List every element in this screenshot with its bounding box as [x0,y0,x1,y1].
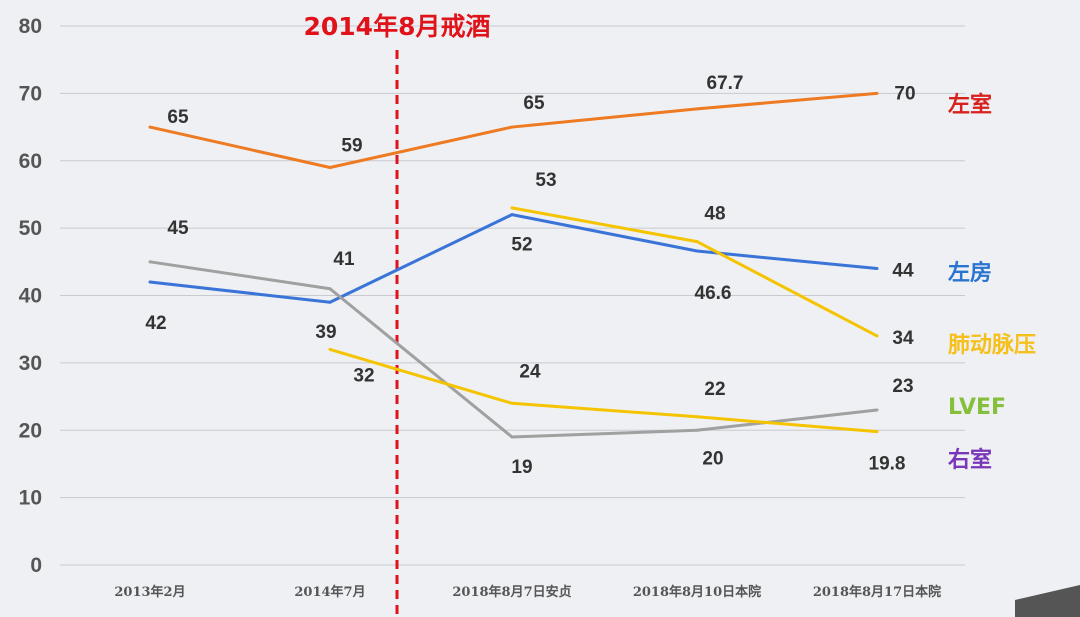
x-tick-label: 2014年7月 [294,584,365,600]
legend-entry: 左房 [948,260,992,286]
legend-entry: 左室 [948,92,992,118]
data-label: 65 [523,93,545,114]
data-label: 46.6 [695,283,732,304]
x-tick-label: 2013年2月 [114,584,185,600]
data-point [510,206,514,210]
corner-decoration [1015,585,1080,617]
data-point [510,213,514,217]
data-label: 59 [341,135,362,156]
data-point [510,401,514,405]
data-point [328,165,332,169]
y-tick-label: 10 [19,487,42,510]
data-label: 67.7 [707,73,744,94]
data-point [875,91,879,95]
data-point [148,260,152,264]
data-label: 42 [145,313,166,334]
data-label: 23 [892,376,913,397]
x-tick-label: 2018年8月10日本院 [633,584,761,600]
x-tick-label: 2018年8月17日本院 [813,584,941,600]
data-point [695,107,699,111]
y-tick-label: 0 [30,554,42,577]
y-tick-label: 50 [19,217,42,240]
series-line [511,206,878,338]
data-label: 39 [315,322,336,343]
legend-entry: 右室 [948,447,992,473]
y-tick-label: 30 [19,352,42,375]
data-point [695,415,699,419]
data-label: 19 [511,457,532,478]
data-label: 52 [511,235,532,256]
y-tick-label: 60 [19,150,42,173]
data-label: 53 [535,170,556,191]
data-point [875,408,879,412]
data-label: 48 [704,204,725,225]
data-point [328,287,332,291]
data-label: 44 [892,261,914,282]
data-point [875,430,879,434]
data-label: 24 [519,361,541,382]
data-label: 70 [894,83,915,104]
y-tick-label: 40 [19,285,42,308]
data-point [695,249,699,253]
data-point [328,347,332,351]
y-tick-label: 70 [19,82,42,105]
data-point [328,300,332,304]
data-point [510,435,514,439]
data-point [148,280,152,284]
x-tick-label: 2018年8月7日安贞 [452,584,571,600]
data-point [695,428,699,432]
legend-entry: LVEF [948,395,1006,420]
data-point [875,334,879,338]
data-label: 32 [353,365,374,386]
series-line [329,347,878,434]
data-point [695,240,699,244]
data-label: 20 [702,448,723,469]
data-point [510,125,514,129]
data-point [875,267,879,271]
series-line [149,260,878,439]
data-label: 45 [167,218,189,239]
data-label: 41 [333,249,355,270]
data-point [148,125,152,129]
data-label: 22 [704,379,725,400]
data-label: 19.8 [869,454,906,475]
y-tick-label: 20 [19,419,42,442]
data-label: 65 [167,107,189,128]
y-tick-label: 80 [19,15,42,38]
series-line [149,91,878,169]
legend-entry: 肺动脉压 [948,333,1036,358]
data-label: 34 [892,328,914,349]
abstinence-annotation: 2014年8月戒酒 [304,12,491,41]
